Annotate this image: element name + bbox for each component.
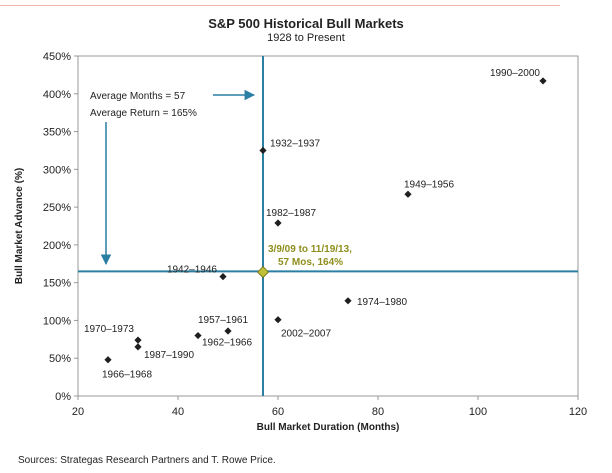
x-tick-label: 120 (569, 406, 587, 418)
x-tick-label: 100 (469, 406, 487, 418)
data-point-label: 1949–1956 (404, 179, 454, 190)
y-tick-label: 300% (43, 164, 71, 176)
chart-subtitle: 1928 to Present (267, 32, 345, 44)
data-point (259, 146, 267, 155)
data-point (104, 356, 112, 364)
data-point-label: 1982–1987 (266, 208, 316, 219)
y-tick-label: 450% (43, 51, 71, 63)
data-point-label: 1966–1968 (102, 370, 152, 381)
data-point (219, 273, 227, 281)
y-axis-label: Bull Market Advance (%) (14, 168, 25, 284)
data-point (224, 327, 232, 335)
data-point-label: 1957–1961 (198, 315, 248, 326)
current-bull-market-point (256, 266, 270, 279)
data-point (274, 316, 282, 324)
plot-area-frame (77, 55, 579, 397)
top-divider-line (0, 5, 560, 6)
data-point-label: 1990–2000 (490, 68, 540, 79)
data-point-label: 1970–1973 (84, 324, 134, 335)
data-point (344, 297, 352, 305)
data-point-label: 1932–1937 (270, 138, 320, 149)
data-point-label: 1974–1980 (357, 297, 407, 308)
average-return-label: Average Return = 165% (90, 108, 197, 119)
y-tick-label: 200% (43, 240, 71, 252)
x-tick-label: 20 (72, 406, 84, 418)
y-tick-label: 50% (49, 353, 71, 365)
current-bull-label-line2: 57 Mos, 164% (278, 257, 343, 268)
data-point-label: 1987–1990 (144, 350, 194, 361)
data-point (539, 77, 547, 85)
y-tick-label: 350% (43, 127, 71, 139)
y-tick-label: 0% (55, 391, 71, 403)
data-point (404, 190, 412, 198)
data-point (194, 331, 202, 340)
y-tick-label: 100% (43, 315, 71, 327)
x-axis-label: Bull Market Duration (Months) (257, 422, 400, 433)
y-tick-label: 400% (43, 89, 71, 101)
x-tick-label: 60 (272, 406, 284, 418)
data-point-label: 1962–1966 (202, 338, 252, 349)
data-point-label: 1942–1946 (167, 265, 217, 276)
chart-title: S&P 500 Historical Bull Markets (208, 16, 404, 31)
y-tick-label: 250% (43, 202, 71, 214)
source-note: Sources: Strategas Research Partners and… (18, 455, 276, 466)
x-tick-label: 40 (172, 406, 184, 418)
y-tick-label: 150% (43, 278, 71, 290)
current-bull-label-line1: 3/9/09 to 11/19/13, (268, 244, 352, 255)
average-months-label: Average Months = 57 (90, 91, 186, 102)
data-point-label: 2002–2007 (281, 329, 331, 340)
data-point (134, 336, 142, 344)
data-point (134, 343, 142, 351)
data-point (274, 219, 282, 227)
x-tick-label: 80 (372, 406, 384, 418)
